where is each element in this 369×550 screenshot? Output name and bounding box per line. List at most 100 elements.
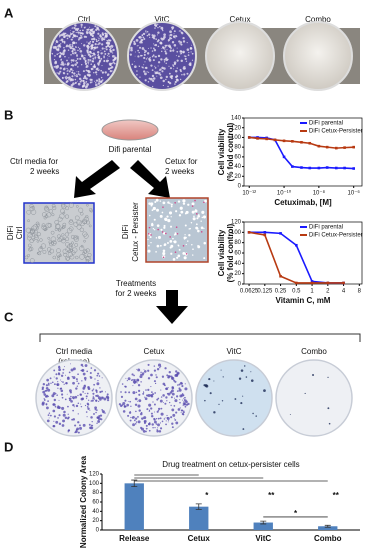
colony <box>184 55 187 58</box>
bar <box>124 483 144 530</box>
colony <box>65 77 68 80</box>
colony <box>140 373 143 376</box>
colony <box>104 47 106 50</box>
colony <box>93 39 95 41</box>
colony <box>96 416 99 419</box>
colony <box>96 422 98 425</box>
cell <box>162 251 166 256</box>
colony <box>220 369 222 371</box>
colony <box>136 74 138 76</box>
cell <box>47 223 52 228</box>
colony <box>130 46 133 50</box>
cell <box>198 213 200 216</box>
colony <box>42 383 46 386</box>
colony <box>112 48 115 52</box>
colony <box>113 45 115 47</box>
colony <box>135 410 137 413</box>
colony <box>72 59 75 62</box>
colony <box>150 412 153 415</box>
colony <box>70 84 74 87</box>
colony <box>242 395 244 397</box>
colony <box>86 416 88 418</box>
colony <box>95 389 98 391</box>
colony <box>163 61 166 63</box>
significance: ** <box>268 491 275 500</box>
colony <box>182 40 186 43</box>
colony <box>65 374 67 376</box>
cell <box>50 241 54 245</box>
colony <box>120 395 124 398</box>
cell <box>70 248 74 252</box>
cell <box>184 212 187 215</box>
colony <box>104 38 106 39</box>
cell <box>203 241 207 245</box>
colony <box>59 34 62 37</box>
colony <box>105 48 108 51</box>
colony <box>161 375 165 378</box>
colony <box>131 373 134 376</box>
colony <box>169 36 172 40</box>
y-tick-label: 120 <box>231 125 242 131</box>
cell <box>156 208 159 212</box>
colony <box>62 67 66 71</box>
colony <box>71 52 74 55</box>
colony <box>76 427 80 431</box>
colony <box>101 37 104 41</box>
colony <box>145 58 148 60</box>
x-tick-label: Cetux <box>188 534 211 543</box>
colony <box>88 423 91 426</box>
colony <box>89 376 93 379</box>
cell <box>203 227 205 230</box>
colony <box>185 400 188 404</box>
cell <box>169 240 173 243</box>
colony <box>59 67 62 70</box>
colony <box>191 52 194 55</box>
colony <box>151 55 154 58</box>
colony <box>76 35 79 38</box>
colony <box>67 416 70 419</box>
colony <box>107 54 109 56</box>
colony <box>204 384 208 387</box>
colony <box>90 63 93 66</box>
colony <box>169 30 172 34</box>
cell <box>49 248 55 254</box>
colony <box>91 60 94 62</box>
cell <box>55 224 61 229</box>
series-line <box>248 231 344 284</box>
colony <box>84 59 87 62</box>
colony <box>50 382 52 385</box>
colony <box>141 66 143 68</box>
colony <box>121 383 124 385</box>
colony <box>91 52 93 55</box>
colony <box>80 23 83 27</box>
colony <box>97 36 99 38</box>
colony <box>67 49 70 51</box>
colony <box>186 72 189 75</box>
colony <box>153 403 156 406</box>
colony <box>120 391 122 393</box>
colony <box>65 63 67 65</box>
colony <box>182 36 185 40</box>
cell <box>61 233 65 237</box>
series-line <box>249 231 344 284</box>
image-label: DiFi <box>121 225 130 239</box>
colony <box>66 37 69 40</box>
colony <box>91 421 93 423</box>
x-tick-label: 10⁻¹⁰ <box>277 190 292 197</box>
colony <box>184 383 186 385</box>
colony <box>166 374 169 377</box>
x-tick-label: 2 <box>326 289 330 295</box>
colony <box>100 50 102 52</box>
colony <box>93 65 96 69</box>
colony <box>91 38 94 41</box>
error-bar <box>324 524 331 528</box>
colony <box>73 34 75 37</box>
colony <box>142 32 146 36</box>
colony <box>95 82 97 84</box>
colony <box>166 416 170 420</box>
colony <box>72 381 75 385</box>
cell <box>170 205 173 208</box>
colony <box>137 379 140 382</box>
colony <box>80 26 83 28</box>
colony <box>41 402 45 406</box>
